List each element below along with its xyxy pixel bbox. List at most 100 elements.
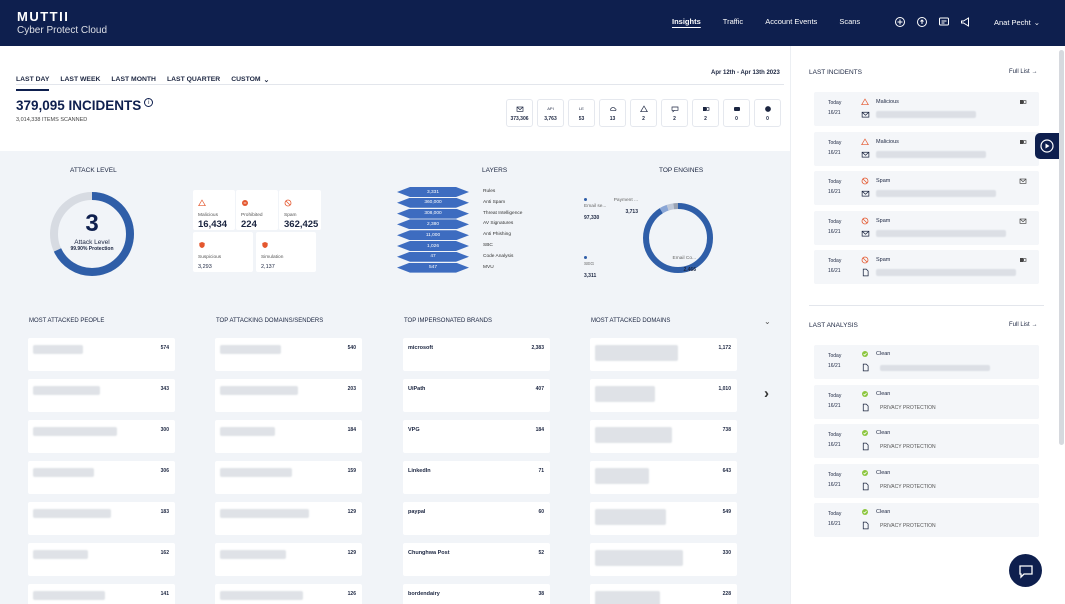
list-row[interactable]: 126 (215, 584, 362, 604)
list-row[interactable]: 159 (215, 461, 362, 494)
megaphone-icon[interactable] (960, 16, 972, 28)
list-row[interactable]: 306 (28, 461, 175, 494)
list-row[interactable]: 540 (215, 338, 362, 371)
channel-stat[interactable]: 373,306 (506, 99, 533, 127)
doc-icon (861, 268, 870, 277)
list-row[interactable]: Chunghwa Post 52 (403, 543, 550, 576)
help-icon[interactable] (916, 16, 928, 28)
incidents-full-list-link[interactable]: Full List → (1009, 69, 1038, 75)
list-row-value: 540 (347, 345, 356, 351)
list-row[interactable]: VPG 184 (403, 420, 550, 453)
list-row[interactable]: 1,010 (590, 379, 737, 412)
analysis-full-list-link[interactable]: Full List → (1009, 322, 1038, 328)
incident-row[interactable]: Today 16/21 Malicious (814, 131, 1039, 166)
channel-stat[interactable]: 2 (661, 99, 688, 127)
list-row[interactable]: 549 (590, 502, 737, 535)
list-row[interactable]: 203 (215, 379, 362, 412)
list-row-value: 129 (347, 550, 356, 556)
list-row[interactable]: UiPath 407 (403, 379, 550, 412)
date-range[interactable]: Apr 12th - Apr 13th 2023 (711, 70, 780, 76)
full-list-label: Full List (1009, 322, 1030, 328)
list-row[interactable]: LinkedIn 71 (403, 461, 550, 494)
list-row-name: microsoft (408, 345, 434, 351)
check-icon (861, 469, 869, 477)
list-row[interactable]: bordendairy 38 (403, 584, 550, 604)
brand-logo[interactable]: MUTTII Cyber Protect Cloud (17, 9, 107, 36)
nav-link-scans[interactable]: Scans (839, 17, 861, 26)
nav-link-account-events[interactable]: Account Events (765, 17, 818, 26)
incident-row[interactable]: Today 16/21 Spam (814, 210, 1039, 245)
list-row[interactable]: 162 (28, 543, 175, 576)
category-card-suspicious[interactable]: Suspicious 3,293 (193, 232, 253, 272)
list-row[interactable]: 300 (28, 420, 175, 453)
info-icon[interactable]: i (144, 98, 154, 107)
list-row-name: UiPath (408, 386, 426, 392)
teams-icon (702, 105, 710, 113)
scrollbar[interactable] (1059, 50, 1064, 445)
category-label: Simulation (261, 255, 284, 260)
channel-stat[interactable]: API 3,763 (537, 99, 564, 127)
list-row[interactable]: 574 (28, 338, 175, 371)
analysis-row[interactable]: Today 16/21 Clean PRIVACY PROTECTION (814, 463, 1039, 498)
channel-stat[interactable]: LE 53 (568, 99, 595, 127)
category-card-spam[interactable]: Spam 362,425 (279, 190, 321, 230)
analysis-desc: PRIVACY PROTECTION (880, 404, 936, 411)
analysis-row[interactable]: Today 16/21 Clean PRIVACY PROTECTION (814, 503, 1039, 537)
list-title: TOP IMPERSONATED BRANDS (404, 318, 493, 324)
category-card-malicious[interactable]: Malicious 16,434 (193, 190, 235, 230)
incident-date: 16/21 (828, 228, 841, 235)
channel-stat[interactable]: 0 (723, 99, 750, 127)
channel-stat[interactable]: 2 (630, 99, 657, 127)
list-row-value: 60 (538, 509, 544, 515)
filter-last-quarter[interactable]: LAST QUARTER (166, 76, 221, 83)
category-card-prohibited[interactable]: Prohibited 224 (236, 190, 278, 230)
list-row-value: 549 (722, 509, 731, 515)
next-arrow-icon[interactable]: › (764, 385, 769, 402)
analysis-row[interactable]: Today 16/21 Clean (814, 345, 1039, 379)
nav-icons (894, 16, 972, 28)
redacted-name (220, 468, 292, 477)
incident-row[interactable]: Today 16/21 Spam (814, 250, 1039, 284)
category-card-simulation[interactable]: Simulation 2,137 (256, 232, 316, 272)
user-menu[interactable]: Anat Pecht ⌄ (994, 18, 1040, 27)
lists-collapse-icon[interactable]: ⌄ (764, 317, 771, 326)
list-row[interactable]: 330 (590, 543, 737, 576)
list-row[interactable]: 141 (28, 584, 175, 604)
list-row[interactable]: 184 (215, 420, 362, 453)
drive-icon (733, 105, 741, 113)
list-row[interactable]: 183 (28, 502, 175, 535)
list-row[interactable]: 1,172 (590, 338, 737, 371)
list-row[interactable]: 129 (215, 543, 362, 576)
redacted-name (33, 550, 88, 559)
filter-custom[interactable]: CUSTOM ⌄ (231, 76, 269, 84)
list-row-value: 203 (347, 386, 356, 392)
filter-last-month[interactable]: LAST MONTH (111, 76, 156, 83)
channel-stat[interactable]: 13 (599, 99, 626, 127)
list-row[interactable]: 129 (215, 502, 362, 535)
list-row[interactable]: 343 (28, 379, 175, 412)
list-row-value: 52 (538, 550, 544, 556)
list-row[interactable]: 738 (590, 420, 737, 453)
list-row[interactable]: paypal 60 (403, 502, 550, 535)
list-row[interactable]: 643 (590, 461, 737, 494)
nav-link-traffic[interactable]: Traffic (722, 17, 744, 26)
incident-row[interactable]: Today 16/21 Malicious (814, 92, 1039, 126)
layer-value: 360,000 (424, 200, 442, 206)
list-row[interactable]: 228 (590, 584, 737, 604)
channel-stat[interactable]: 2 (692, 99, 719, 127)
incidents-summary: 379,095 INCIDENTS i 3,014,338 ITEMS SCAN… (16, 98, 154, 123)
list-row[interactable]: microsoft 2,383 (403, 338, 550, 371)
video-tab-button[interactable] (1035, 133, 1059, 159)
channel-stat[interactable]: 0 (754, 99, 781, 127)
plus-circle-icon[interactable] (894, 16, 906, 28)
filter-last-day[interactable]: LAST DAY (16, 76, 50, 91)
incident-row[interactable]: Today 16/21 Spam (814, 171, 1039, 205)
nav-link-insights[interactable]: Insights (672, 17, 701, 26)
list-row-value: 1,010 (718, 386, 731, 392)
last-incidents-title: LAST INCIDENTS (809, 69, 862, 76)
filter-last-week[interactable]: LAST WEEK (60, 76, 101, 83)
analysis-row[interactable]: Today 16/21 Clean PRIVACY PROTECTION (814, 384, 1039, 419)
message-icon[interactable] (938, 16, 950, 28)
analysis-row[interactable]: Today 16/21 Clean PRIVACY PROTECTION (814, 424, 1039, 458)
chat-button[interactable] (1009, 554, 1042, 587)
